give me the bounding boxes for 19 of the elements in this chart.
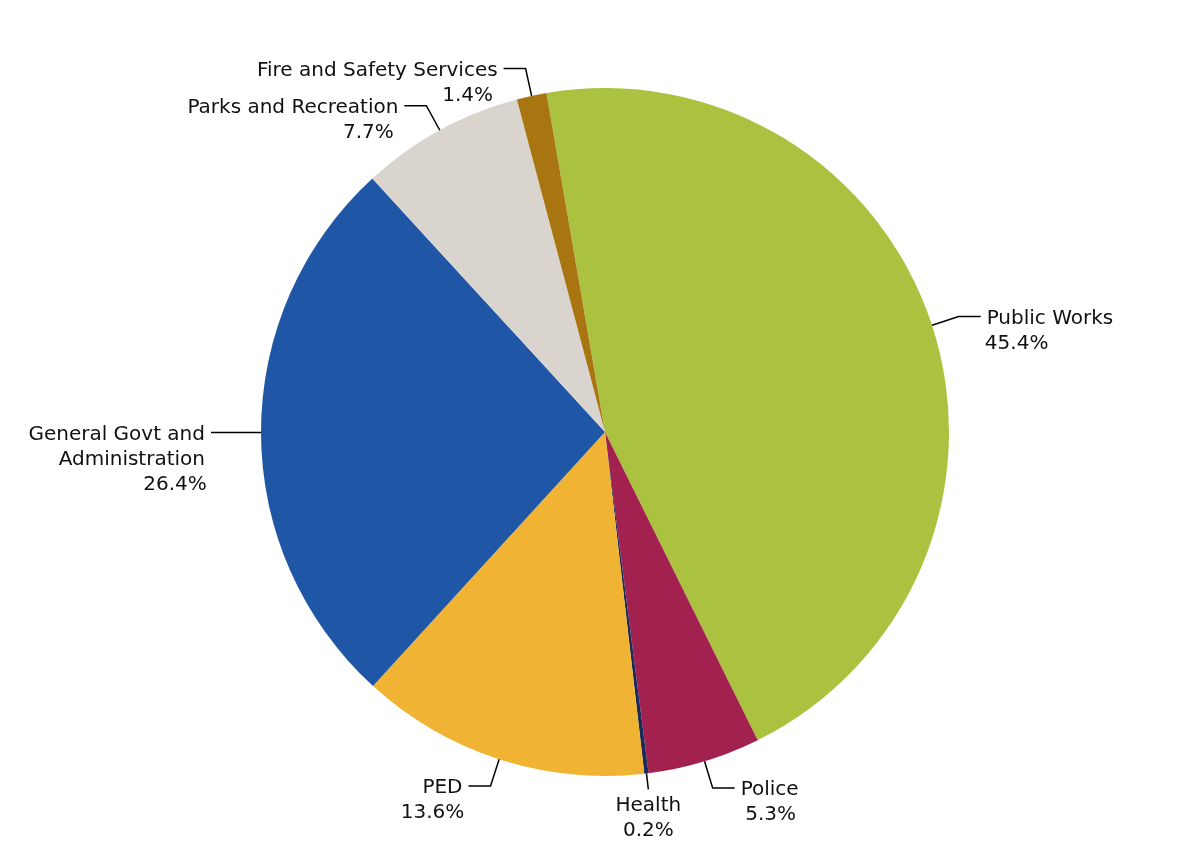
pie-slice xyxy=(546,88,949,741)
data-label: 45.4% xyxy=(984,329,1049,354)
pie-slice xyxy=(516,93,605,432)
pie-slice xyxy=(373,432,645,776)
data-label: 5.3% xyxy=(745,801,797,826)
slice-label: Health xyxy=(615,792,682,817)
data-label: 1.4% xyxy=(442,81,494,106)
data-label: 13.6% xyxy=(400,798,465,823)
slice-label: Public Works xyxy=(986,304,1114,329)
slice-label: General Govt and Administration xyxy=(28,420,205,470)
slice-label: Police xyxy=(740,776,799,801)
slice-label: Fire and Safety Services xyxy=(256,56,498,81)
pie-slice xyxy=(261,178,605,687)
slice-label: PED xyxy=(422,773,463,798)
data-label: 0.2% xyxy=(622,817,674,842)
pie-slice xyxy=(605,432,758,774)
data-label: 7.7% xyxy=(342,118,394,143)
data-label: 26.4% xyxy=(143,470,207,495)
slice-label: Parks and Recreation xyxy=(187,93,399,118)
